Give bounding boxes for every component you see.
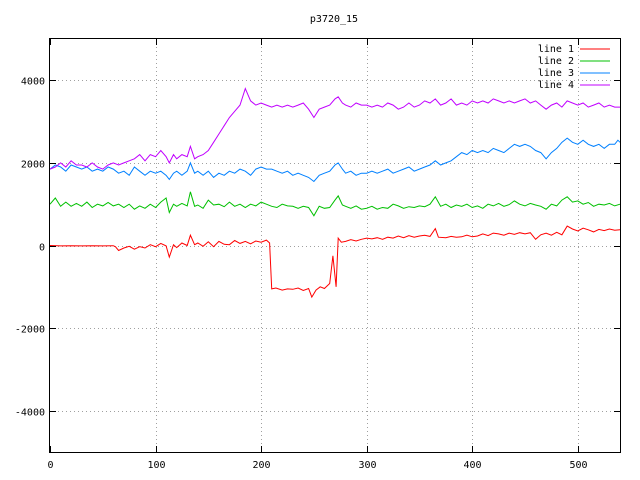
y-tick-label: 4000 bbox=[21, 77, 45, 88]
legend-label-3: line 3 bbox=[538, 68, 574, 79]
x-tick-label: 100 bbox=[147, 460, 165, 471]
y-tick-label: 2000 bbox=[21, 160, 45, 171]
series-line-2 bbox=[49, 191, 621, 217]
x-tick-label: 200 bbox=[252, 460, 270, 471]
series-line-4 bbox=[49, 87, 620, 170]
legend-label-4: line 4 bbox=[538, 80, 574, 91]
x-tick-label: 400 bbox=[463, 460, 481, 471]
grid bbox=[50, 39, 620, 452]
x-tick-label: 0 bbox=[47, 460, 53, 471]
legend-label-2: line 2 bbox=[538, 56, 574, 67]
y-tick-label: -4000 bbox=[15, 408, 45, 419]
ticks: 0 100 200 300 400 500 -4000 -2000 0 2000 4000 bbox=[15, 39, 620, 471]
y-tick-label: -2000 bbox=[15, 325, 45, 336]
chart-title: p3720_15 bbox=[310, 14, 358, 25]
legend-label-1: line 1 bbox=[538, 44, 574, 55]
series-line-3 bbox=[49, 137, 621, 183]
series-line-1 bbox=[49, 225, 621, 299]
x-tick-label: 500 bbox=[569, 460, 587, 471]
plot-frame bbox=[49, 38, 621, 453]
x-tick-label: 300 bbox=[358, 460, 376, 471]
y-tick-label: 0 bbox=[39, 243, 45, 254]
series-group bbox=[49, 87, 621, 299]
